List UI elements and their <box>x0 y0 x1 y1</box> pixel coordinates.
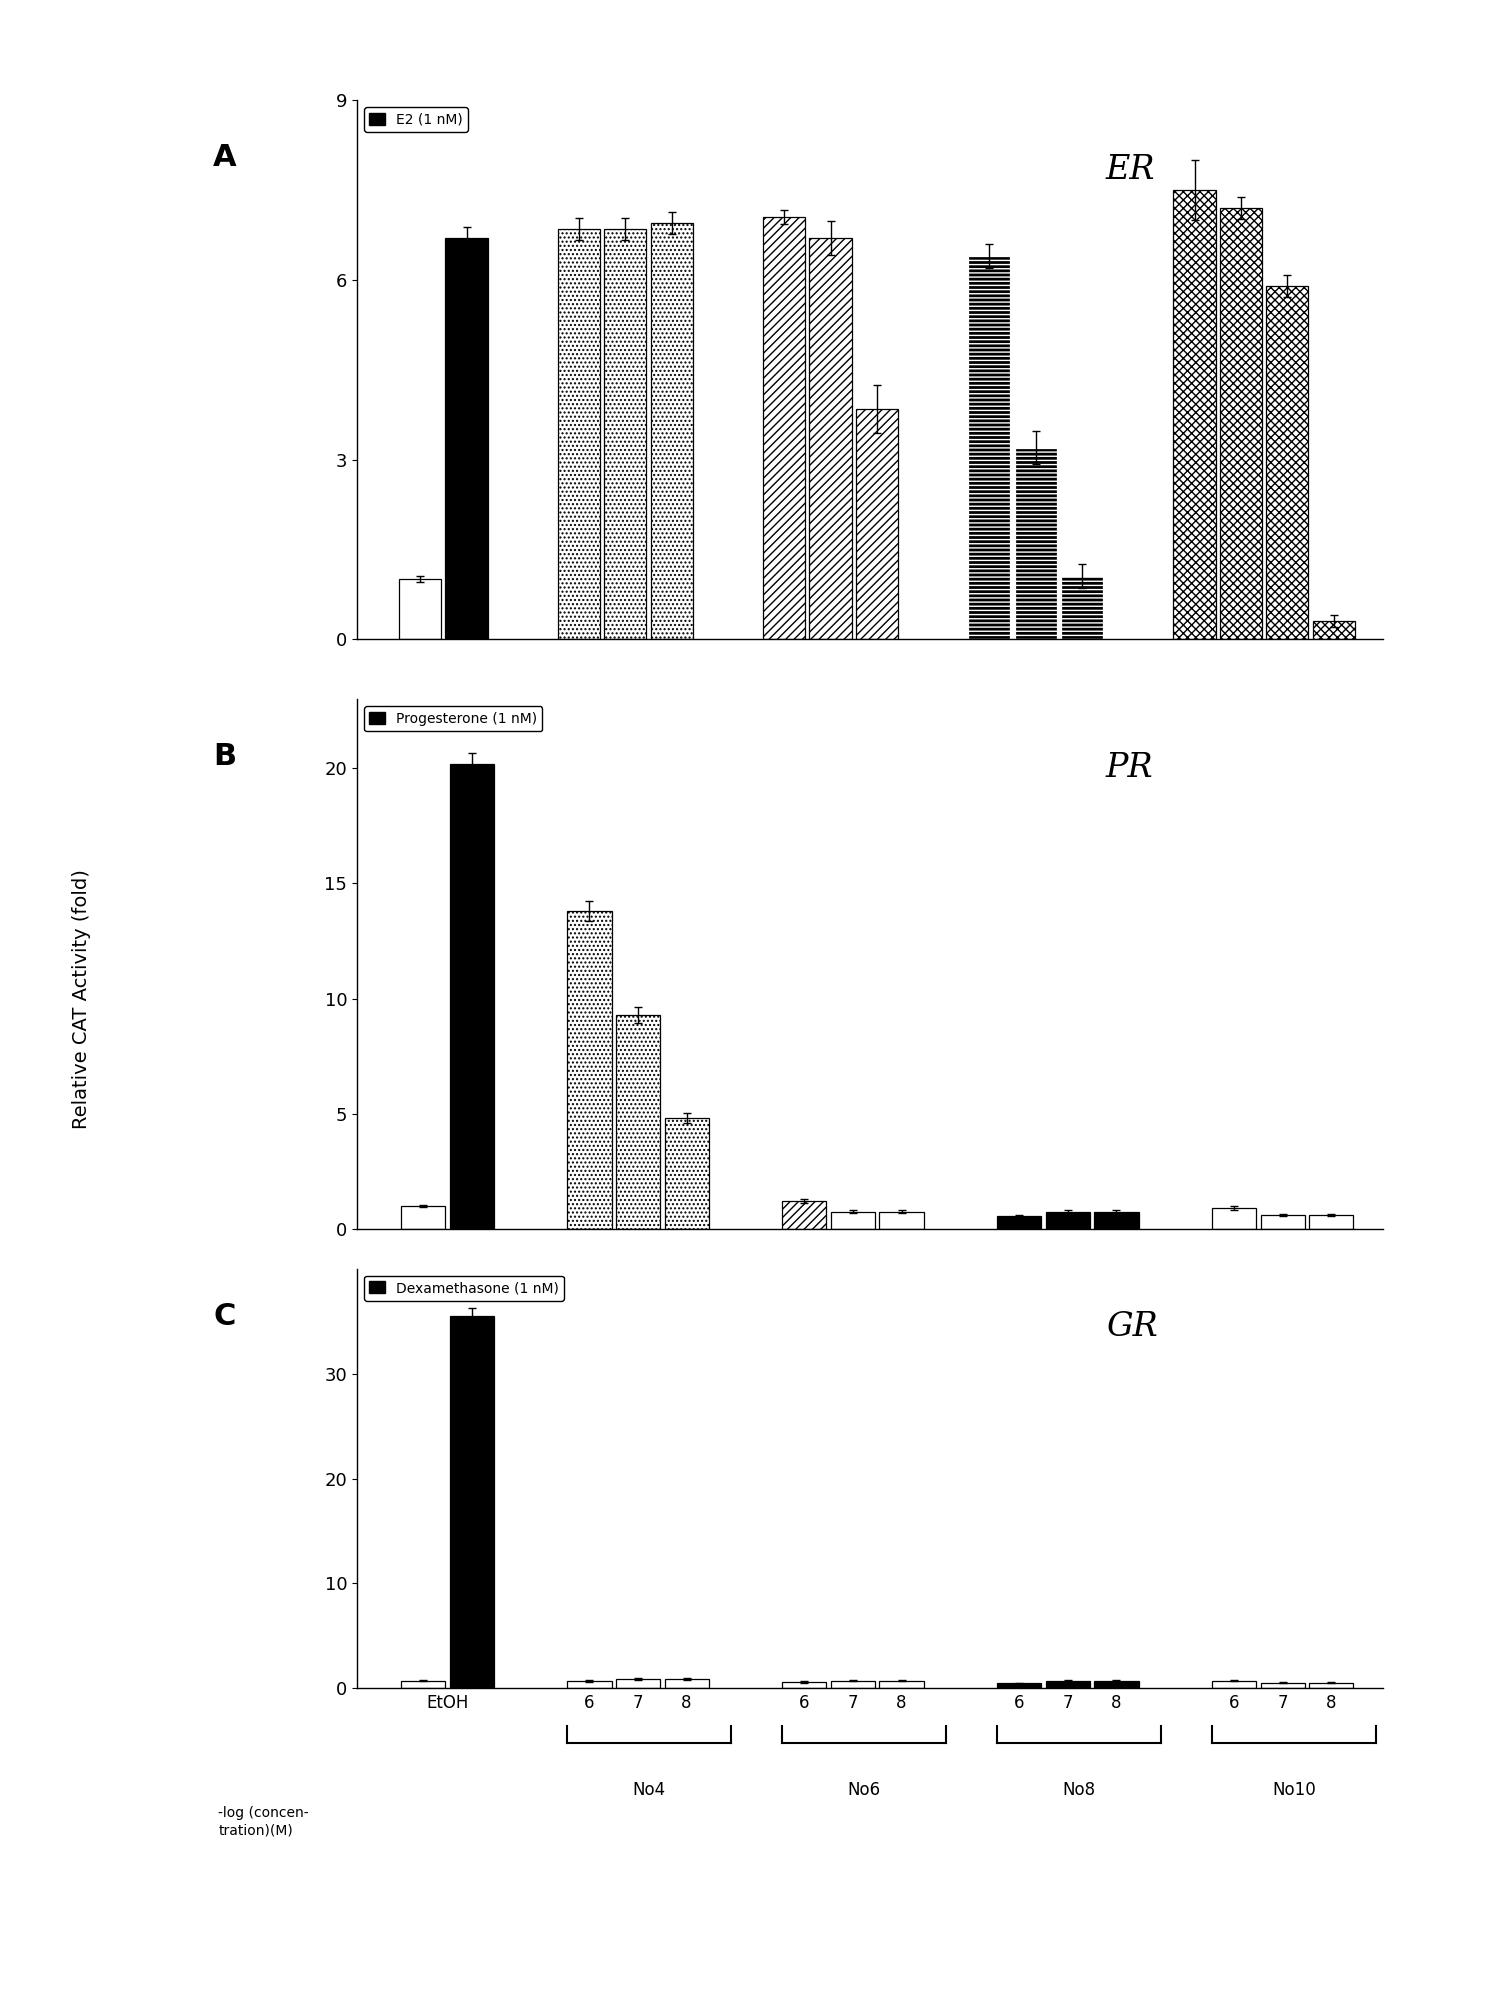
Bar <box>831 1680 874 1688</box>
Bar <box>1212 1209 1257 1229</box>
Bar <box>1094 1680 1139 1688</box>
Text: PR: PR <box>1106 751 1154 785</box>
Text: Relative CAT Activity (fold): Relative CAT Activity (fold) <box>73 869 91 1129</box>
Text: No6: No6 <box>848 1780 880 1798</box>
Bar <box>782 1201 827 1229</box>
Bar <box>604 228 647 639</box>
Bar <box>616 1015 660 1229</box>
Legend: Dexamethasone (1 nM): Dexamethasone (1 nM) <box>364 1275 564 1301</box>
Bar <box>399 579 442 639</box>
Text: No10: No10 <box>1271 1780 1316 1798</box>
Bar <box>763 216 806 639</box>
Bar <box>857 408 898 639</box>
Bar <box>1212 1680 1257 1688</box>
Bar <box>665 1678 709 1688</box>
Bar <box>1045 1680 1090 1688</box>
Bar <box>998 1682 1041 1688</box>
Bar <box>1045 1211 1090 1229</box>
Bar <box>1310 1682 1353 1688</box>
Bar <box>1173 190 1216 639</box>
Bar <box>558 228 601 639</box>
Bar <box>449 763 494 1229</box>
Bar <box>1310 1215 1353 1229</box>
Bar <box>968 256 1011 639</box>
Bar <box>665 1119 709 1229</box>
Bar <box>809 238 852 639</box>
Bar <box>998 1217 1041 1229</box>
Bar <box>782 1682 827 1688</box>
Bar <box>879 1680 923 1688</box>
Bar <box>1219 208 1262 639</box>
Bar <box>1014 448 1057 639</box>
Text: No4: No4 <box>632 1780 666 1798</box>
Legend: Progesterone (1 nM): Progesterone (1 nM) <box>364 705 543 731</box>
Bar <box>1261 1215 1306 1229</box>
Bar <box>401 1680 445 1688</box>
Text: C: C <box>213 1303 235 1331</box>
Bar <box>1313 621 1355 639</box>
Bar <box>401 1205 445 1229</box>
Bar <box>449 1317 494 1688</box>
Bar <box>1261 1682 1306 1688</box>
Text: -log (concen-
tration)(M): -log (concen- tration)(M) <box>219 1806 309 1836</box>
Bar <box>446 238 488 639</box>
Text: B: B <box>213 741 236 771</box>
Text: GR: GR <box>1106 1311 1158 1343</box>
Bar <box>616 1678 660 1688</box>
Text: ER: ER <box>1106 154 1155 186</box>
Bar <box>1267 286 1309 639</box>
Bar <box>651 224 693 639</box>
Bar <box>1062 575 1103 639</box>
Bar <box>879 1211 923 1229</box>
Bar <box>831 1211 874 1229</box>
Legend: E2 (1 nM): E2 (1 nM) <box>364 106 468 132</box>
Text: No8: No8 <box>1062 1780 1096 1798</box>
Bar <box>1094 1211 1139 1229</box>
Text: A: A <box>213 144 236 172</box>
Bar <box>568 1680 611 1688</box>
Bar <box>568 911 611 1229</box>
